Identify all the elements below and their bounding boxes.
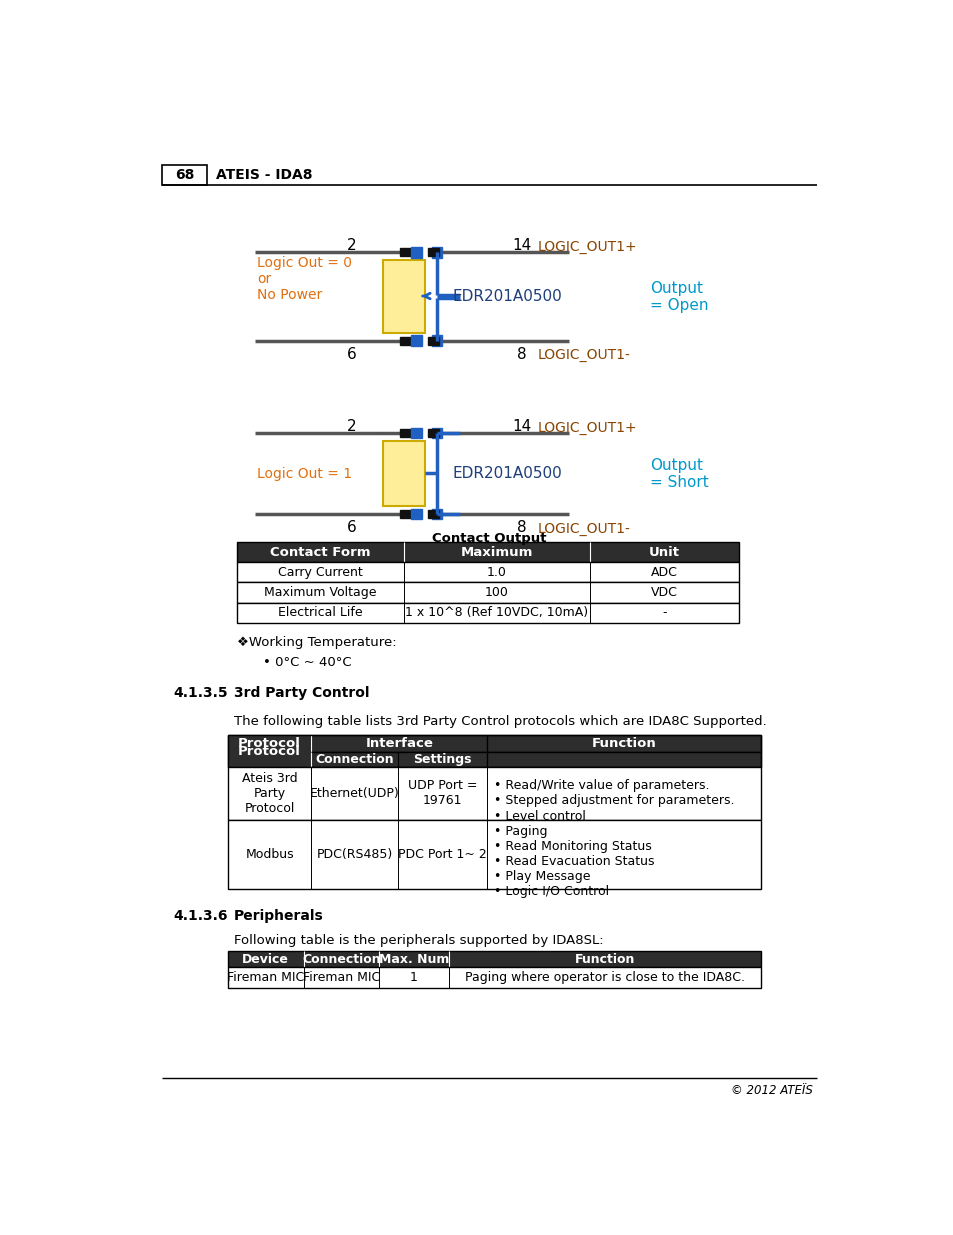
Text: Unit: Unit (648, 546, 679, 559)
Text: PDC Port 1~ 2: PDC Port 1~ 2 (398, 847, 487, 861)
Bar (431, 247, 442, 258)
Text: 8: 8 (517, 520, 526, 535)
Bar (411, 427, 422, 438)
Text: Fireman MIC: Fireman MIC (227, 971, 304, 984)
Bar (427, 430, 438, 437)
Bar (431, 509, 442, 520)
Text: Device: Device (242, 952, 289, 966)
Bar (236, 562, 739, 583)
Bar (427, 510, 438, 517)
Text: Settings: Settings (414, 753, 472, 766)
Text: Protocol: Protocol (238, 737, 301, 750)
Text: LOGIC_OUT1-: LOGIC_OUT1- (537, 521, 630, 536)
Text: Interface: Interface (365, 737, 433, 750)
Text: 1 x 10^8 (Ref 10VDC, 10mA): 1 x 10^8 (Ref 10VDC, 10mA) (405, 606, 588, 619)
Text: Connection: Connection (315, 753, 394, 766)
Text: 6: 6 (347, 347, 356, 362)
Text: Contact Form: Contact Form (270, 546, 370, 559)
Text: PDC(RS485): PDC(RS485) (316, 847, 393, 861)
Bar (236, 542, 739, 562)
Text: Fireman MIC: Fireman MIC (302, 971, 379, 984)
Bar (228, 767, 760, 820)
Bar (399, 430, 412, 437)
Text: Output
= Open: Output = Open (649, 280, 708, 312)
Text: Peripherals: Peripherals (233, 909, 323, 923)
Text: 1.0: 1.0 (486, 566, 506, 579)
Text: LOGIC_OUT1+: LOGIC_OUT1+ (537, 421, 637, 435)
Text: 6: 6 (347, 520, 356, 535)
Text: Paging where operator is close to the IDA8C.: Paging where operator is close to the ID… (464, 971, 744, 984)
Text: 14: 14 (512, 419, 532, 435)
Text: Output
= Short: Output = Short (649, 458, 708, 490)
Text: Function: Function (574, 952, 635, 966)
Text: LOGIC_OUT1+: LOGIC_OUT1+ (537, 240, 637, 254)
Bar (382, 259, 425, 333)
Bar (411, 509, 422, 520)
Text: 3rd Party Control: 3rd Party Control (233, 685, 369, 700)
Text: Logic Out = 1: Logic Out = 1 (257, 467, 352, 480)
Bar (399, 248, 412, 256)
Text: The following table lists 3rd Party Control protocols which are IDA8C Supported.: The following table lists 3rd Party Cont… (233, 715, 766, 727)
Text: LOGIC_OUT1-: LOGIC_OUT1- (537, 348, 630, 362)
Text: Ethernet(UDP): Ethernet(UDP) (310, 787, 399, 800)
Text: 68: 68 (174, 168, 193, 182)
Text: VDC: VDC (650, 585, 678, 599)
Text: ATEIS - IDA8: ATEIS - IDA8 (216, 168, 313, 182)
Bar (427, 248, 438, 256)
Text: 8: 8 (517, 347, 526, 362)
Text: Electrical Life: Electrical Life (277, 606, 362, 619)
Bar (399, 337, 412, 345)
Text: EDR201A0500: EDR201A0500 (452, 466, 561, 480)
Bar (228, 735, 311, 767)
Text: 1: 1 (410, 971, 417, 984)
Bar (162, 165, 207, 185)
Text: -: - (661, 606, 666, 619)
Text: Carry Current: Carry Current (277, 566, 362, 579)
Text: Contact Output: Contact Output (431, 531, 546, 545)
Text: ❖Working Temperature:: ❖Working Temperature: (236, 636, 396, 650)
Text: 2: 2 (347, 238, 356, 253)
Text: Protocol: Protocol (238, 745, 301, 757)
Text: 2: 2 (347, 419, 356, 435)
Bar (228, 735, 760, 752)
Text: Ateis 3rd
Party
Protocol: Ateis 3rd Party Protocol (241, 772, 297, 815)
Bar (228, 967, 760, 988)
Text: ADC: ADC (650, 566, 678, 579)
Text: Logic Out = 0
or
No Power: Logic Out = 0 or No Power (257, 256, 352, 303)
Text: UDP Port =
19761: UDP Port = 19761 (408, 779, 477, 808)
Text: • 0°C ~ 40°C: • 0°C ~ 40°C (262, 656, 351, 669)
Bar (431, 336, 442, 346)
Text: • Level control
• Paging
• Read Monitoring Status
• Read Evacuation Status
• Pla: • Level control • Paging • Read Monitori… (493, 810, 654, 898)
Text: © 2012 ATEÏS: © 2012 ATEÏS (730, 1084, 812, 1097)
Text: Function: Function (591, 737, 656, 750)
Text: 4.1.3.6: 4.1.3.6 (173, 909, 228, 923)
Text: 100: 100 (484, 585, 508, 599)
Bar (228, 735, 760, 767)
Bar (411, 247, 422, 258)
Bar (236, 583, 739, 603)
Bar (228, 752, 760, 767)
Text: • Read/Write value of parameters.
• Stepped adjustment for parameters.: • Read/Write value of parameters. • Step… (493, 779, 733, 808)
Bar (427, 337, 438, 345)
Bar (431, 427, 442, 438)
Text: 14: 14 (512, 238, 532, 253)
Text: Max. Num: Max. Num (378, 952, 449, 966)
Text: EDR201A0500: EDR201A0500 (452, 289, 561, 304)
Bar (411, 336, 422, 346)
Text: Maximum: Maximum (460, 546, 533, 559)
Bar (228, 820, 760, 889)
Text: Modbus: Modbus (245, 847, 294, 861)
Bar (382, 441, 425, 506)
Text: Connection: Connection (302, 952, 380, 966)
Text: Maximum Voltage: Maximum Voltage (264, 585, 376, 599)
Bar (228, 951, 760, 967)
Bar (236, 603, 739, 622)
Bar (399, 510, 412, 517)
Text: Following table is the peripherals supported by IDA8SL:: Following table is the peripherals suppo… (233, 934, 603, 946)
Text: 4.1.3.5: 4.1.3.5 (173, 685, 228, 700)
